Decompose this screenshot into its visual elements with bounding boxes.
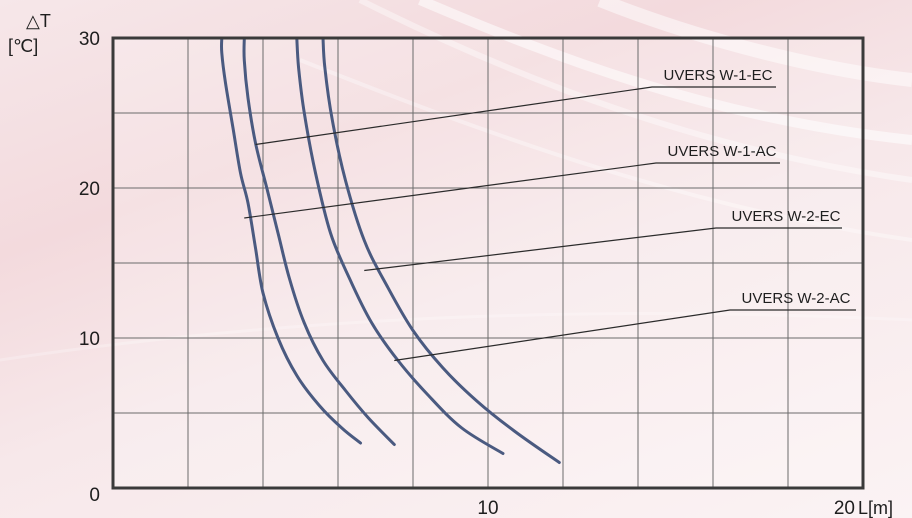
- y-axis-label-top: △T: [26, 11, 51, 31]
- plot-frame: [111, 36, 865, 490]
- y-tick-label: 30: [79, 29, 100, 50]
- series-label-4: UVERS W-2-AC: [742, 290, 851, 307]
- y-tick-label: 0: [89, 485, 100, 506]
- leader-line-4: [394, 309, 856, 362]
- series-label-2: UVERS W-1-AC: [668, 143, 777, 160]
- grid: [113, 38, 863, 488]
- series-group: [219, 36, 561, 464]
- x-tick-label: 10: [477, 498, 498, 518]
- leader-line-1: [255, 86, 776, 146]
- y-tick-label: 20: [79, 179, 100, 200]
- leader-lines: UVERS W-1-EC UVERS W-1-AC UVERS W-2-EC UVER…: [244, 67, 856, 362]
- x-axis-unit-label: L[m]: [858, 498, 893, 518]
- series-line-2: [242, 36, 396, 446]
- series-line-1: [219, 36, 362, 445]
- x-tick-label: 20: [834, 498, 855, 518]
- series-label-3: UVERS W-2-EC: [732, 208, 841, 225]
- series-line-4: [321, 36, 561, 464]
- background-streaks: [0, 0, 912, 360]
- series-label-1: UVERS W-1-EC: [664, 67, 773, 84]
- y-tick-labels: 0 10 20 30: [79, 29, 100, 506]
- series-line-3: [295, 36, 505, 455]
- leader-line-3: [364, 227, 842, 272]
- x-tick-labels: 10 20: [477, 498, 855, 518]
- y-tick-label: 10: [79, 329, 100, 350]
- leader-line-2: [244, 162, 780, 219]
- y-axis-label-unit: [℃]: [8, 36, 38, 56]
